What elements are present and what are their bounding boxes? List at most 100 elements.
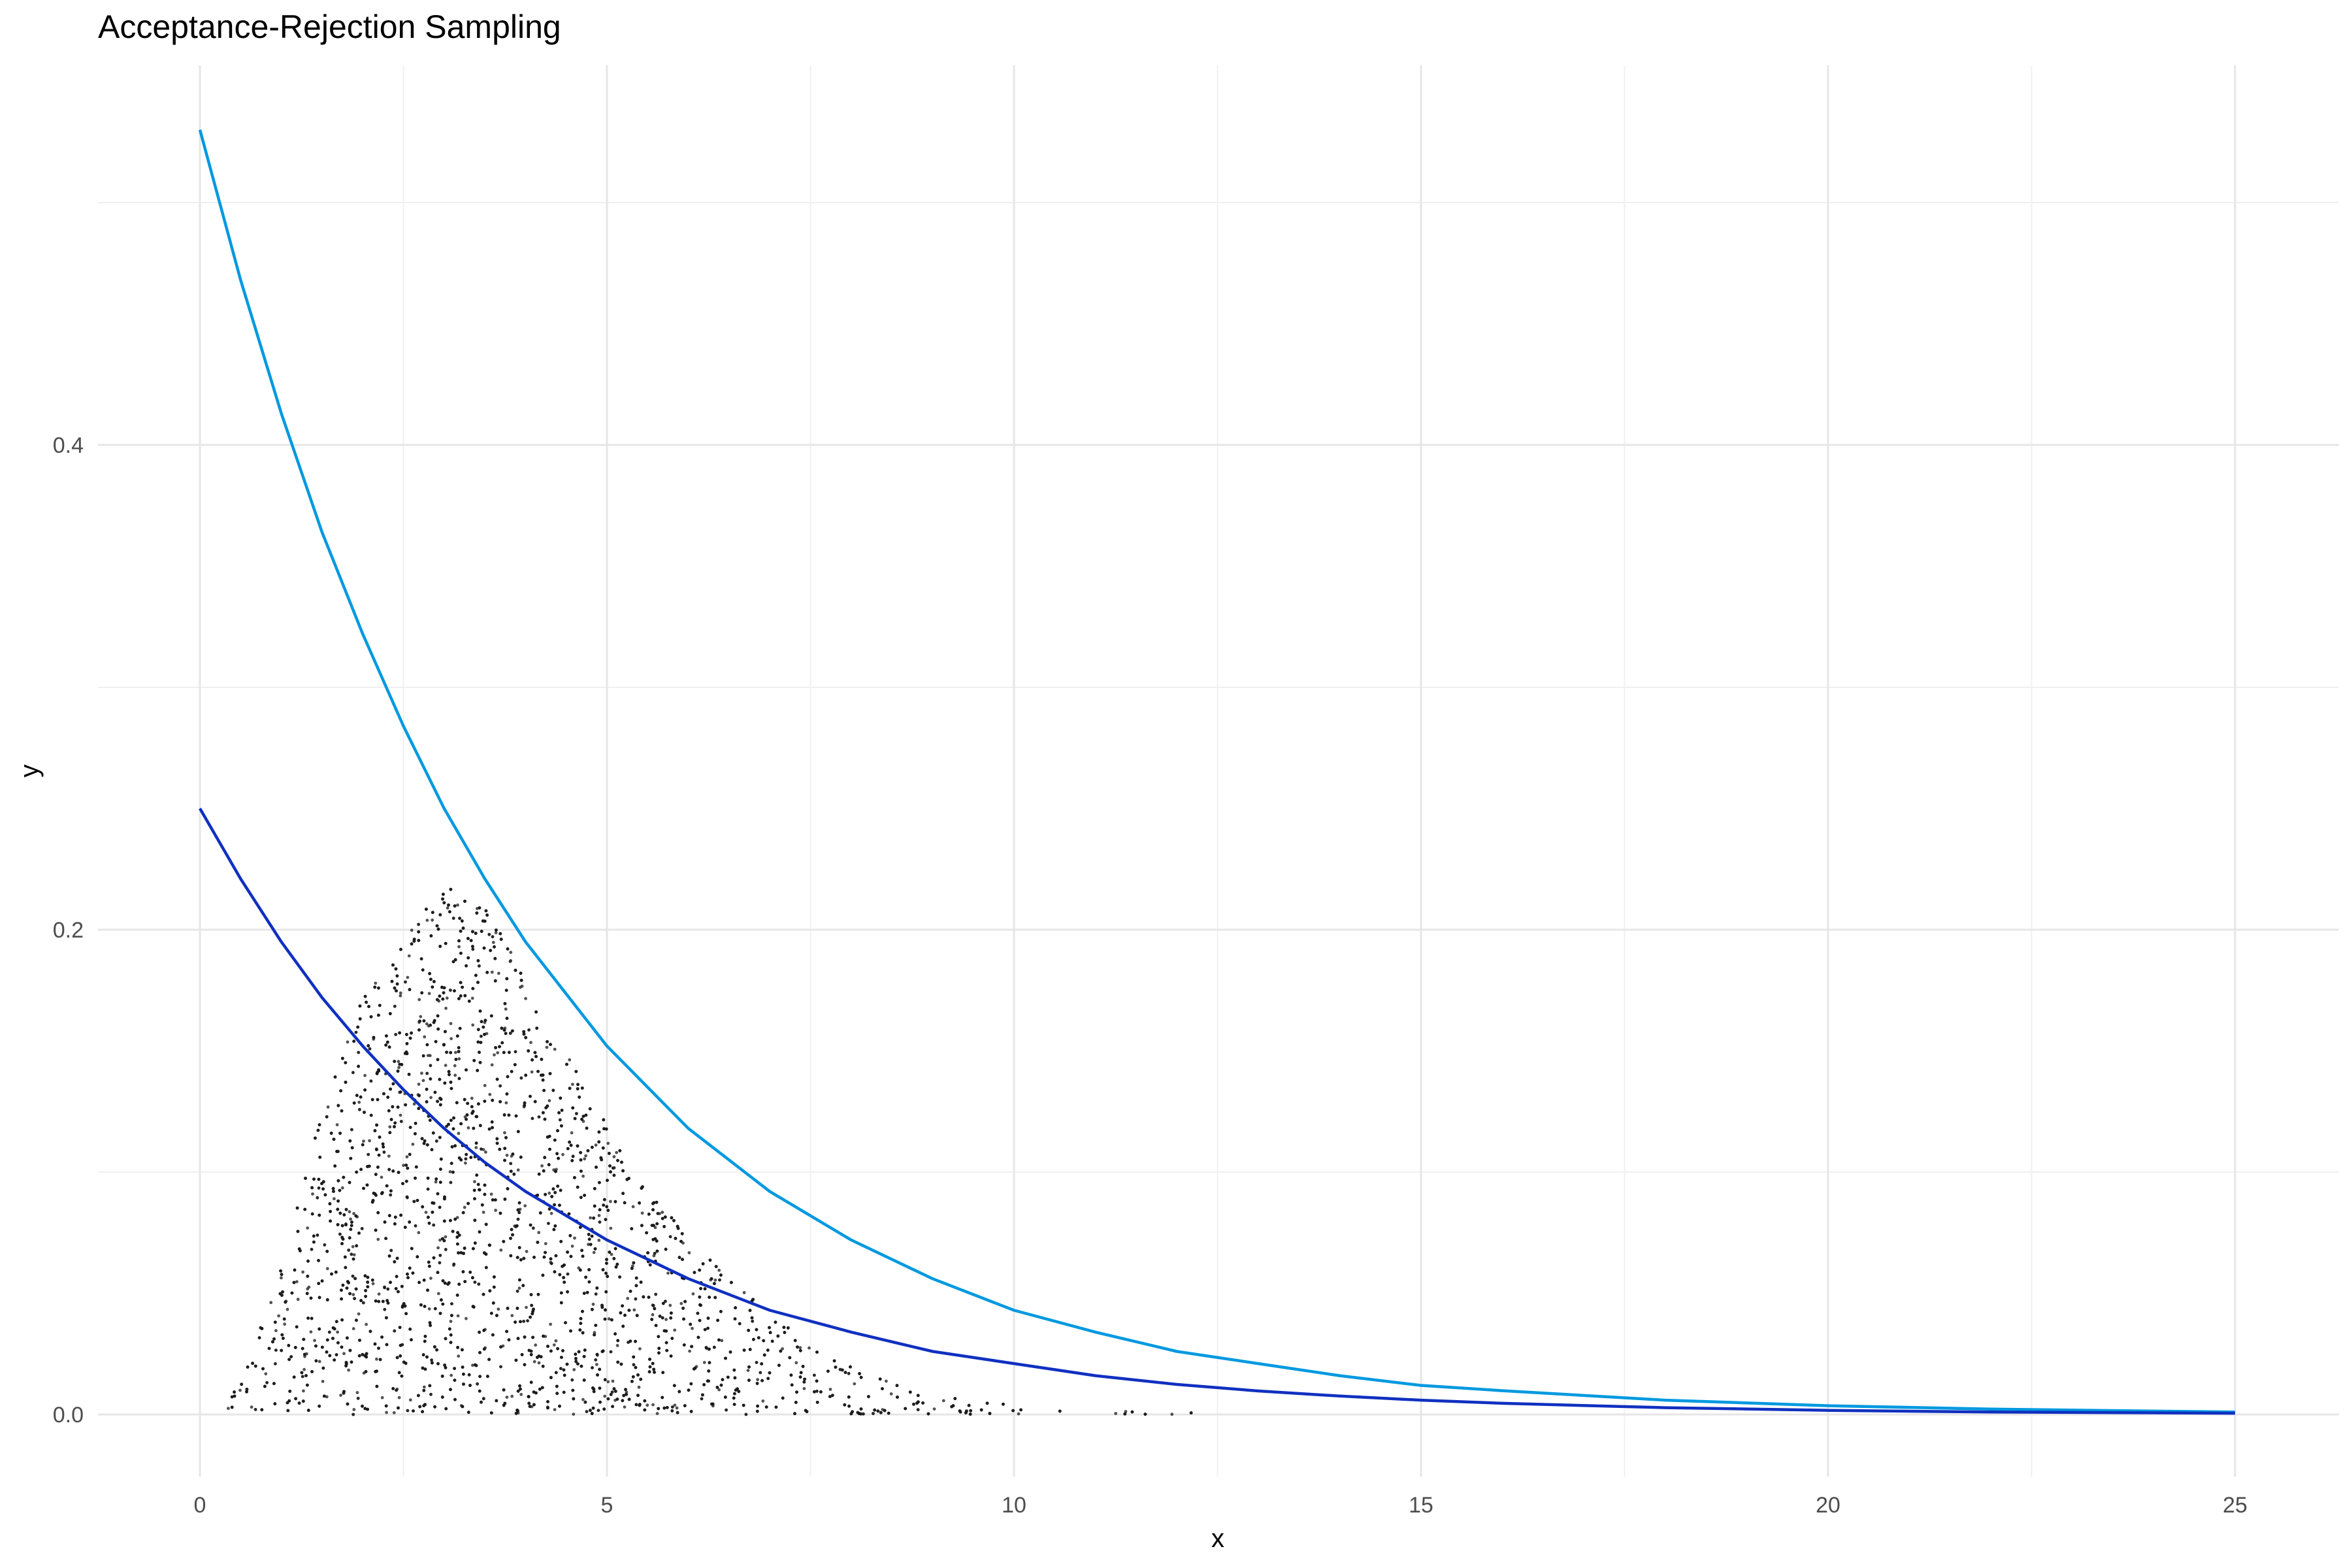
sample-point (711, 1402, 715, 1406)
sample-point (463, 1098, 466, 1102)
sample-point (594, 1292, 598, 1296)
sample-point (541, 1073, 545, 1077)
sample-point (815, 1350, 819, 1354)
sample-point (396, 1070, 400, 1073)
sample-point (690, 1345, 693, 1348)
sample-point (408, 1036, 412, 1040)
sample-point (367, 1152, 370, 1156)
sample-point (815, 1379, 819, 1383)
sample-point (708, 1347, 711, 1351)
sample-point (859, 1407, 863, 1411)
sample-point (639, 1377, 643, 1381)
sample-point (385, 1299, 389, 1303)
sample-point (813, 1390, 816, 1394)
sample-point (427, 992, 431, 996)
sample-point (412, 1102, 416, 1106)
sample-point (570, 1159, 574, 1162)
sample-point (474, 1141, 478, 1145)
sample-point (602, 1407, 606, 1411)
sample-point (565, 1062, 568, 1066)
sample-point (366, 1165, 369, 1168)
sample-point (766, 1348, 770, 1352)
sample-point (331, 1337, 335, 1340)
sample-point (762, 1339, 766, 1343)
sample-point (579, 1316, 583, 1320)
sample-point (489, 1311, 493, 1315)
sample-point (341, 1056, 344, 1060)
sample-point (423, 1305, 427, 1308)
sample-point (549, 1257, 553, 1261)
sample-point (1011, 1409, 1015, 1413)
sample-point (453, 1379, 457, 1382)
sample-point (969, 1409, 973, 1413)
sample-point (708, 1296, 711, 1299)
sample-point (333, 1164, 337, 1168)
sample-point (377, 1347, 380, 1350)
sample-point (574, 1357, 578, 1360)
sample-point (755, 1361, 759, 1364)
sample-point (230, 1405, 234, 1409)
sample-point (245, 1390, 248, 1394)
sample-point (603, 1378, 607, 1382)
sample-point (438, 1181, 442, 1184)
sample-point (488, 1092, 492, 1096)
sample-point (595, 1352, 599, 1356)
sample-point (504, 988, 508, 992)
sample-point (274, 1329, 278, 1333)
sample-point (513, 1063, 517, 1066)
sample-point (459, 981, 463, 985)
sample-point (284, 1300, 287, 1304)
sample-point (587, 1268, 591, 1271)
sample-point (624, 1388, 627, 1392)
sample-point (559, 1367, 563, 1371)
sample-point (383, 1220, 387, 1224)
sample-point (511, 1233, 514, 1237)
sample-point (475, 1173, 479, 1177)
sample-point (394, 967, 398, 971)
sample-point (449, 1333, 453, 1337)
sample-point (604, 1218, 608, 1221)
sample-point (340, 1297, 343, 1301)
sample-point (330, 1272, 333, 1276)
sample-point (598, 1367, 602, 1371)
sample-point (570, 1378, 574, 1382)
sample-point (721, 1378, 725, 1382)
sample-point (499, 1249, 503, 1252)
sample-point (474, 1115, 478, 1119)
sample-point (693, 1271, 696, 1275)
sample-point (593, 1186, 596, 1190)
sample-point (350, 1220, 353, 1224)
sample-point (498, 1100, 502, 1103)
sample-point (342, 1175, 346, 1179)
sample-point (618, 1149, 622, 1152)
sample-point (560, 1109, 564, 1112)
sample-point (598, 1386, 602, 1390)
sample-point (280, 1276, 283, 1280)
sample-point (355, 1170, 359, 1174)
sample-point (615, 1397, 619, 1401)
sample-point (547, 1163, 551, 1167)
sample-point (558, 1273, 562, 1277)
sample-point (676, 1411, 679, 1414)
sample-point (397, 1290, 400, 1294)
sample-point (472, 1188, 476, 1192)
sample-point (328, 1202, 332, 1205)
sample-point (755, 1382, 759, 1385)
sample-point (540, 1164, 544, 1168)
sample-point (405, 1042, 409, 1045)
sample-point (389, 1118, 393, 1121)
sample-point (397, 1396, 401, 1399)
sample-point (456, 1231, 459, 1235)
sample-point (351, 1413, 355, 1416)
sample-point (657, 1347, 661, 1350)
sample-point (336, 1330, 339, 1334)
sample-point (353, 1277, 357, 1281)
sample-point (480, 930, 483, 933)
sample-point (350, 1360, 353, 1364)
sample-point (489, 949, 493, 953)
sample-point (623, 1201, 627, 1205)
sample-point (245, 1388, 249, 1391)
sample-point (988, 1412, 992, 1415)
sample-point (335, 1353, 338, 1357)
sample-point (573, 1117, 577, 1120)
